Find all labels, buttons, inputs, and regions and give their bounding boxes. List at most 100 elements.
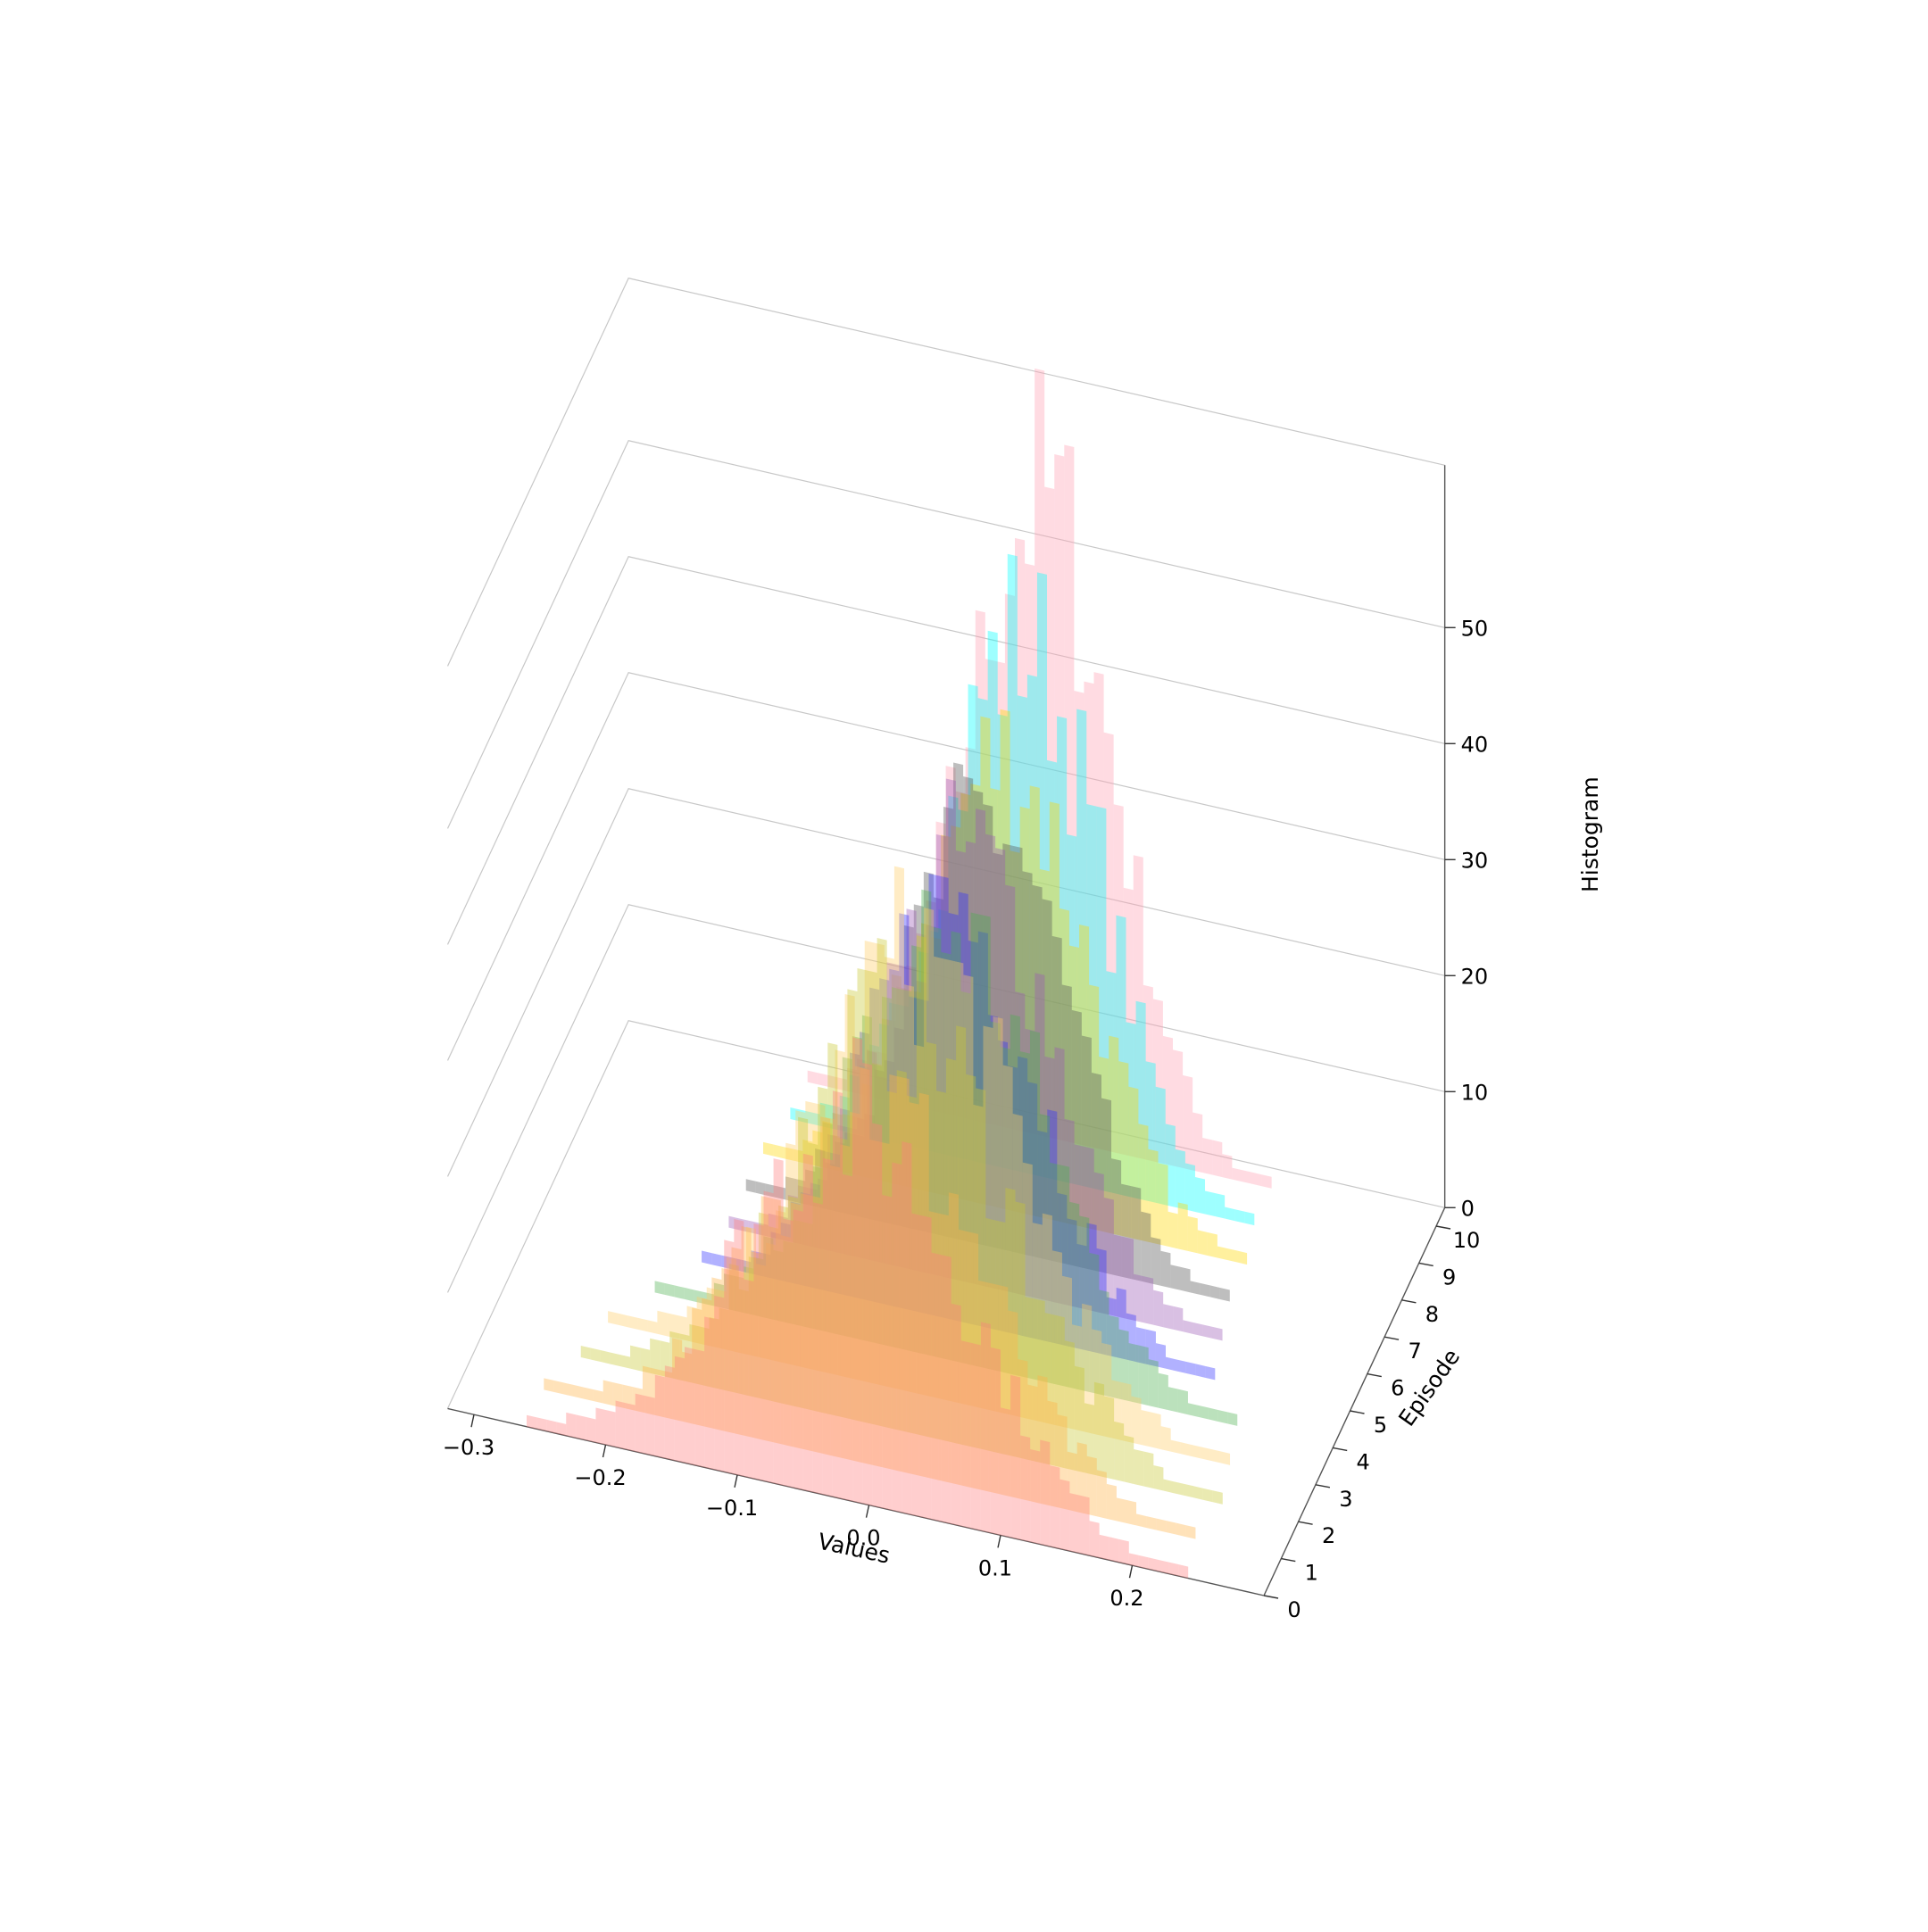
histogram-bar: [1054, 1314, 1065, 1469]
histogram-bar: [566, 1412, 577, 1439]
histogram-bar: [744, 1279, 754, 1480]
histogram-bar: [1205, 1365, 1216, 1381]
histogram-bar: [893, 1027, 904, 1227]
histogram-bar: [654, 1374, 665, 1459]
histogram-bar: [884, 1059, 894, 1225]
histogram-bar: [994, 660, 1005, 1128]
histogram-bar: [988, 1282, 999, 1494]
histogram-bar: [892, 1162, 902, 1513]
histogram-bar: [763, 1236, 774, 1320]
histogram-bar: [825, 1162, 835, 1212]
histogram-bar: [951, 931, 961, 1363]
histogram-bar: [1165, 1124, 1176, 1207]
histogram-bar: [1111, 1158, 1122, 1277]
histogram-bar: [692, 1307, 702, 1426]
histogram-bar: [1134, 1448, 1144, 1487]
z-tick-label: 10: [1461, 1080, 1489, 1105]
histogram-bar: [1040, 1114, 1051, 1383]
histogram-bar: [857, 967, 868, 1423]
histogram-bar: [1042, 1213, 1052, 1425]
histogram-bar: [810, 1195, 821, 1454]
histogram-bar: [704, 1316, 715, 1470]
histogram-bar: [1178, 1564, 1189, 1579]
histogram-bar: [1103, 1198, 1114, 1316]
histogram-bar: [943, 958, 954, 1402]
histogram-bar: [1200, 1282, 1210, 1298]
histogram-bar: [881, 1018, 892, 1183]
histogram-bar: [963, 776, 974, 1243]
histogram-bar: [527, 1414, 537, 1430]
histogram-bar: [1101, 1098, 1112, 1275]
histogram-bar: [1060, 1165, 1070, 1388]
histogram-bar: [906, 908, 917, 1271]
histogram-bar: [1143, 1451, 1154, 1489]
histogram-bar: [1067, 1218, 1077, 1348]
histogram-bar: [911, 945, 922, 1354]
histogram-bar: [1035, 973, 1045, 1300]
histogram-bar: [1184, 1163, 1195, 1212]
histogram-bar: [886, 962, 897, 1266]
histogram-bar: [1005, 1187, 1016, 1457]
histogram-bar: [1057, 1192, 1068, 1347]
histogram-bar: [1000, 1047, 1010, 1374]
histogram-bar: [916, 935, 927, 1437]
histogram-bar: [867, 1050, 877, 1262]
histogram-bar: [637, 1317, 648, 1332]
histogram-bar: [1219, 1451, 1231, 1465]
episode-tick-label: 1: [1305, 1561, 1318, 1586]
histogram-bar: [751, 1251, 761, 1440]
histogram-bar: [1234, 1209, 1245, 1223]
histogram-bar: [1074, 1144, 1084, 1309]
histogram-bar: [1168, 1387, 1178, 1413]
histogram-bar: [536, 1417, 547, 1431]
histogram-bar: [1244, 1211, 1255, 1226]
histogram-bar: [812, 1165, 823, 1331]
histogram-bar: [1143, 984, 1153, 1162]
histogram-bar: [891, 974, 902, 1186]
histogram-bar: [882, 996, 893, 1347]
histogram-bar: [1061, 984, 1072, 1265]
histogram-bar: [1195, 1364, 1206, 1378]
histogram-bar: [830, 1165, 841, 1458]
episode-tick-label: 6: [1391, 1376, 1404, 1401]
histogram-bar: [896, 1070, 907, 1432]
histogram-bar: [608, 1311, 619, 1325]
histogram-bar: [802, 1222, 813, 1329]
histogram-bar: [1143, 1276, 1154, 1325]
histogram-bar: [1155, 1343, 1166, 1369]
histogram-bar: [669, 1331, 680, 1381]
histogram-bar: [1126, 1313, 1136, 1363]
histogram-bar: [1109, 1035, 1119, 1236]
histogram-bar: [840, 1144, 851, 1460]
histogram-bar: [1096, 806, 1107, 1192]
histogram-bar: [975, 609, 985, 1124]
histogram-bar: [748, 1220, 759, 1235]
histogram-bar: [916, 933, 927, 1110]
histogram-bar: [1032, 884, 1043, 1259]
histogram-bar: [810, 1112, 820, 1126]
histogram-bar: [1163, 1479, 1174, 1494]
histogram-bar: [889, 968, 900, 1308]
histogram-bar: [672, 1338, 683, 1422]
histogram-bar: [573, 1384, 584, 1399]
histogram-bar: [928, 930, 939, 1154]
histogram-bar: [1173, 1481, 1184, 1496]
histogram-bar: [902, 989, 912, 1352]
histogram-bar: [906, 1095, 917, 1435]
histogram-bar: [1113, 1234, 1124, 1319]
histogram-bar: [1113, 804, 1124, 1155]
histogram-bar: [1060, 1479, 1070, 1552]
histogram-bar: [793, 1148, 803, 1164]
histogram-bar: [650, 1338, 661, 1376]
histogram-bar: [763, 1141, 774, 1157]
histogram-bar: [1076, 709, 1087, 1188]
histogram-bar: [1047, 1400, 1058, 1508]
histogram-bar: [1051, 1250, 1062, 1427]
histogram-bar: [724, 1273, 735, 1311]
histogram-bar: [1126, 1499, 1137, 1526]
histogram-bar: [899, 1076, 910, 1474]
histogram-bar: [1020, 1435, 1031, 1543]
histogram-bar: [1205, 1190, 1216, 1217]
histogram-bar: [773, 1158, 784, 1486]
histogram-bar: [1190, 1444, 1201, 1459]
